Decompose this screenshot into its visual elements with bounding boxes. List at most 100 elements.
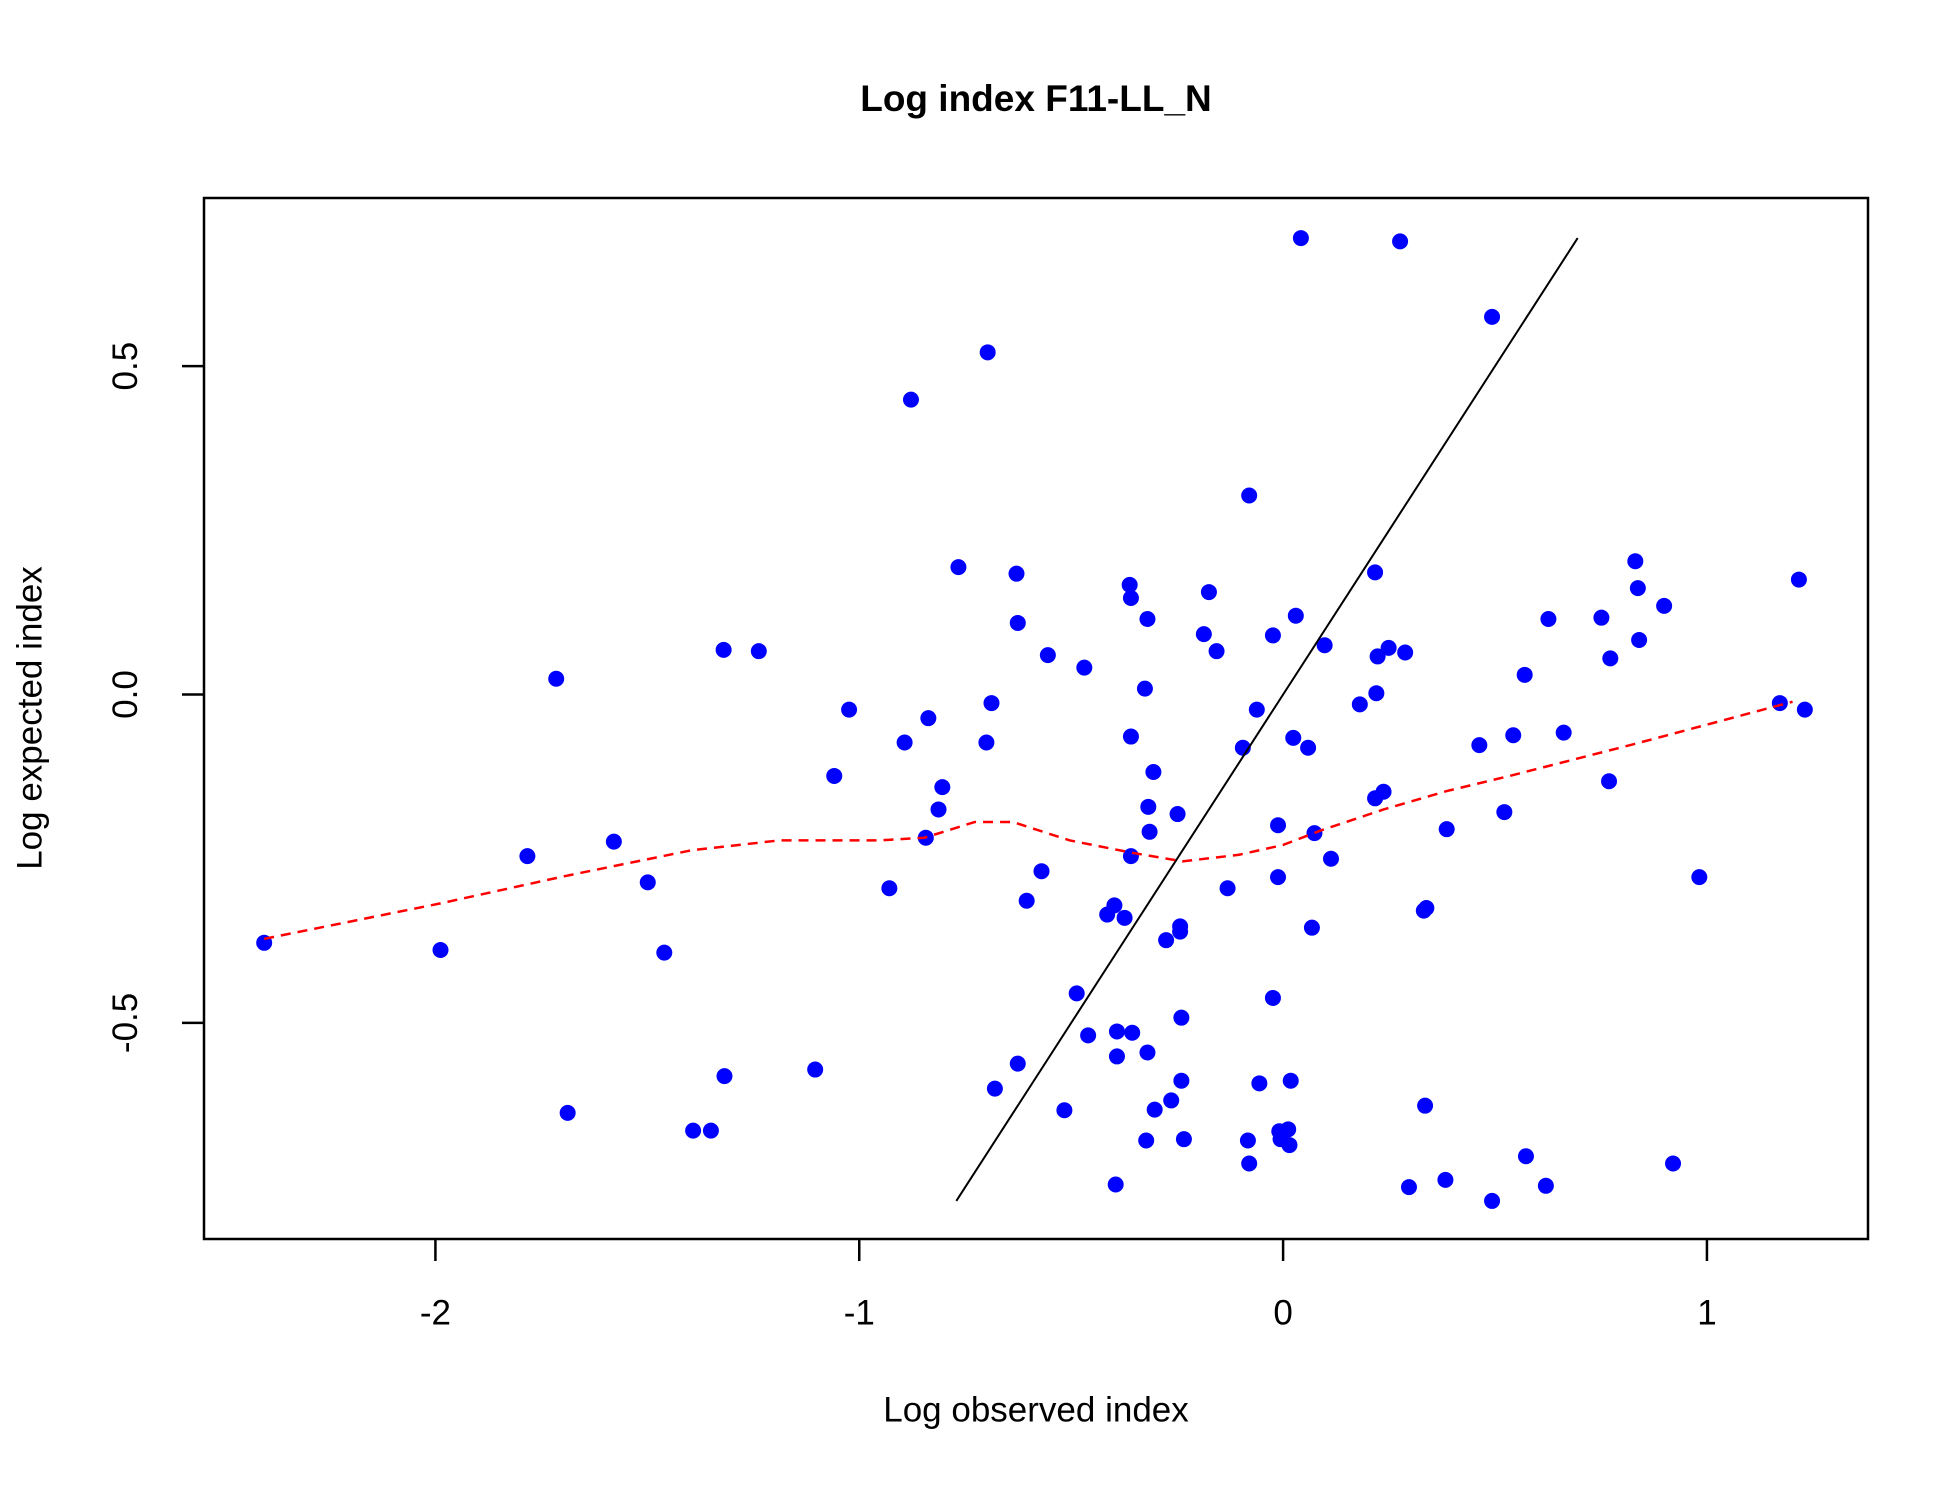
point bbox=[1200, 584, 1217, 601]
point bbox=[1375, 783, 1392, 800]
point bbox=[1285, 729, 1302, 746]
point bbox=[1292, 230, 1309, 247]
point bbox=[1300, 739, 1317, 756]
point bbox=[1039, 647, 1056, 664]
point bbox=[685, 1122, 702, 1139]
point bbox=[1106, 897, 1123, 914]
x-tick-label: 0 bbox=[1273, 1293, 1292, 1332]
x-tick-label: -2 bbox=[420, 1293, 451, 1332]
point bbox=[1602, 650, 1619, 667]
point bbox=[1367, 564, 1384, 581]
point bbox=[1380, 639, 1397, 656]
point bbox=[1140, 798, 1157, 815]
point bbox=[920, 710, 937, 727]
point bbox=[1316, 637, 1333, 654]
x-axis-label: Log observed index bbox=[883, 1390, 1189, 1429]
point bbox=[1033, 863, 1050, 880]
point bbox=[559, 1104, 576, 1121]
point bbox=[656, 944, 673, 961]
point bbox=[1009, 614, 1026, 631]
point bbox=[702, 1122, 719, 1139]
point bbox=[1108, 1048, 1125, 1065]
point bbox=[1665, 1155, 1682, 1172]
y-tick-label: 0.0 bbox=[106, 670, 145, 719]
point bbox=[1121, 576, 1138, 593]
chart-title: Log index F11-LL_N bbox=[860, 78, 1212, 119]
identity-line bbox=[955, 237, 1579, 1202]
point bbox=[1322, 850, 1339, 867]
point bbox=[986, 1080, 1003, 1097]
point bbox=[1517, 1148, 1534, 1165]
point bbox=[841, 701, 858, 718]
point bbox=[1219, 880, 1236, 897]
point bbox=[1631, 632, 1648, 649]
point bbox=[1173, 1009, 1190, 1026]
point bbox=[548, 670, 565, 687]
point bbox=[807, 1061, 824, 1078]
point bbox=[1484, 1192, 1501, 1209]
point bbox=[1601, 773, 1618, 790]
x-tick-label: -1 bbox=[844, 1293, 875, 1332]
point bbox=[979, 344, 996, 361]
point bbox=[1145, 764, 1162, 781]
point bbox=[1505, 727, 1522, 744]
y-tick-label: -0.5 bbox=[106, 993, 145, 1053]
point bbox=[715, 641, 732, 658]
point bbox=[1270, 817, 1287, 834]
point bbox=[716, 1068, 733, 1085]
point bbox=[1195, 626, 1212, 643]
point bbox=[1146, 1101, 1163, 1118]
point bbox=[1138, 1132, 1155, 1149]
point bbox=[1241, 1155, 1258, 1172]
point bbox=[519, 848, 536, 865]
point bbox=[930, 801, 947, 818]
point bbox=[1107, 1176, 1124, 1193]
y-tick-label: 0.5 bbox=[106, 342, 145, 391]
point bbox=[983, 695, 1000, 712]
point bbox=[934, 779, 951, 796]
point bbox=[1122, 848, 1139, 865]
point bbox=[1076, 659, 1093, 676]
point bbox=[1264, 627, 1281, 644]
point bbox=[1009, 1055, 1026, 1072]
point bbox=[1691, 869, 1708, 886]
point bbox=[432, 942, 449, 959]
point bbox=[1392, 233, 1409, 250]
point bbox=[826, 767, 843, 784]
point bbox=[1593, 609, 1610, 626]
point bbox=[896, 734, 913, 751]
point bbox=[1280, 1121, 1297, 1138]
point bbox=[1139, 610, 1156, 627]
point bbox=[1540, 610, 1557, 627]
point bbox=[1629, 580, 1646, 597]
point bbox=[1282, 1072, 1299, 1089]
point bbox=[1471, 737, 1488, 754]
point bbox=[1163, 1092, 1180, 1109]
point bbox=[1417, 1097, 1434, 1114]
point bbox=[1351, 696, 1368, 713]
point bbox=[1158, 932, 1175, 949]
point bbox=[1068, 985, 1085, 1002]
point bbox=[1124, 1024, 1141, 1041]
point bbox=[1056, 1102, 1073, 1119]
y-axis-label: Log expected index bbox=[10, 566, 49, 870]
point bbox=[1264, 989, 1281, 1006]
point bbox=[1306, 825, 1323, 842]
point bbox=[1270, 869, 1287, 886]
point bbox=[1627, 553, 1644, 570]
point bbox=[1281, 1137, 1298, 1154]
point bbox=[1139, 1044, 1156, 1061]
point bbox=[881, 880, 898, 897]
point bbox=[902, 391, 919, 408]
point bbox=[1400, 1179, 1417, 1196]
point bbox=[1122, 589, 1139, 606]
point bbox=[1108, 1023, 1125, 1040]
point bbox=[750, 643, 767, 660]
point bbox=[1122, 728, 1139, 745]
point bbox=[1438, 821, 1455, 838]
point bbox=[950, 559, 967, 576]
point bbox=[1080, 1027, 1097, 1044]
point bbox=[1116, 909, 1133, 926]
